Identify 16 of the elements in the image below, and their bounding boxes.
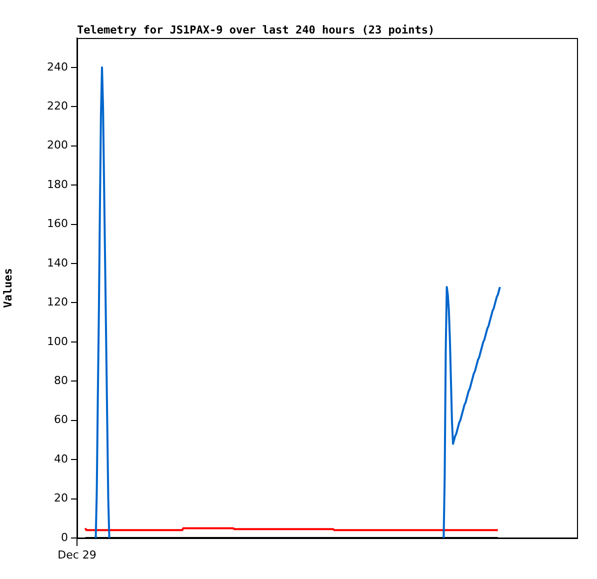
y-tick-label: 120	[47, 296, 68, 309]
y-tick-label: 100	[47, 334, 68, 348]
y-tick-label: 180	[47, 178, 68, 191]
y-axis-title: Values	[1, 268, 14, 308]
y-tick-label: 140	[47, 256, 68, 270]
y-tick-label: 40	[54, 452, 68, 466]
y-tick-label: 220	[47, 99, 68, 112]
y-tick-label: 60	[54, 413, 68, 426]
y-tick-label: 20	[54, 492, 68, 505]
y-tick-label: 0	[61, 530, 68, 544]
chart-title: Telemetry for JS1PAX-9 over last 240 hours (23 points)	[77, 23, 435, 36]
y-tick-label: 80	[54, 374, 68, 387]
y-tick-label: 240	[47, 60, 68, 74]
x-tick-label: Dec 29	[58, 548, 96, 562]
y-tick-label: 200	[47, 138, 68, 152]
y-tick-label: 160	[47, 217, 68, 230]
